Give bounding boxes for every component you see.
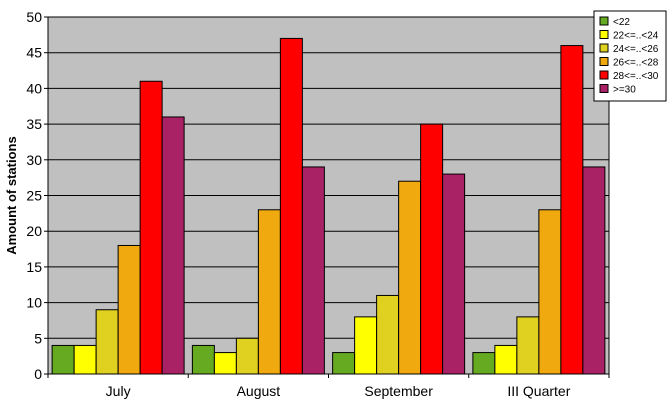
bar bbox=[494, 344, 518, 375]
legend-swatch bbox=[599, 16, 609, 26]
y-tick-label: 15 bbox=[26, 259, 42, 275]
bar bbox=[516, 316, 540, 375]
legend-swatch bbox=[599, 84, 609, 93]
y-tick-label: 10 bbox=[26, 295, 42, 311]
bar bbox=[73, 344, 97, 375]
x-tick-labels: July August September III Quarter bbox=[47, 374, 610, 399]
y-tick-label: 40 bbox=[26, 80, 42, 96]
bar bbox=[95, 309, 119, 375]
bar bbox=[117, 244, 141, 375]
y-tick-label: 35 bbox=[26, 116, 42, 132]
bar bbox=[332, 352, 356, 375]
bar bbox=[301, 166, 325, 375]
legend-swatch bbox=[599, 43, 609, 53]
legend-label: >=30 bbox=[613, 85, 636, 96]
bar bbox=[354, 316, 378, 375]
bar bbox=[257, 209, 281, 375]
y-tick-label: 20 bbox=[26, 223, 42, 239]
legend-label: 22<=..<24 bbox=[613, 31, 659, 42]
y-tick-label: 0 bbox=[34, 366, 42, 382]
legend: <22 22<=..<24 24<=..<26 26<=..<28 28<=..<30 >… bbox=[593, 10, 667, 102]
y-tick-label: 45 bbox=[26, 45, 42, 61]
x-tick-label: August bbox=[237, 383, 281, 399]
bar bbox=[442, 173, 466, 375]
x-tick-label: September bbox=[364, 383, 433, 399]
bar bbox=[582, 166, 606, 375]
bar bbox=[213, 352, 237, 375]
bar bbox=[538, 209, 562, 375]
y-tick-label: 5 bbox=[34, 330, 42, 346]
bar bbox=[235, 337, 259, 375]
bar bbox=[420, 123, 444, 375]
legend-label: <22 bbox=[613, 17, 630, 28]
y-tick-label: 30 bbox=[26, 152, 42, 168]
legend-label: 24<=..<26 bbox=[613, 44, 659, 55]
bar bbox=[398, 180, 422, 375]
bar bbox=[472, 352, 496, 375]
legend-swatch bbox=[599, 70, 609, 80]
legend-label: 26<=..<28 bbox=[613, 58, 659, 69]
legend-swatch bbox=[599, 57, 609, 66]
bar bbox=[161, 116, 185, 375]
bars bbox=[51, 37, 606, 375]
x-tick-label: III Quarter bbox=[507, 383, 570, 399]
y-axis-label: Amount of stations bbox=[4, 136, 19, 254]
legend-label: 28<=..<30 bbox=[613, 71, 659, 82]
y-tick-label: 25 bbox=[26, 188, 42, 204]
bar bbox=[279, 37, 303, 375]
bar bbox=[376, 294, 400, 375]
y-tick-label: 50 bbox=[26, 9, 42, 25]
bar bbox=[51, 344, 75, 375]
x-tick-label: July bbox=[106, 383, 131, 399]
legend-swatch bbox=[599, 30, 609, 39]
bar bbox=[191, 344, 215, 375]
y-tick-labels: 0 5 10 15 20 25 30 35 40 45 50 bbox=[26, 9, 42, 382]
bar bbox=[139, 80, 163, 375]
bar bbox=[560, 45, 584, 375]
